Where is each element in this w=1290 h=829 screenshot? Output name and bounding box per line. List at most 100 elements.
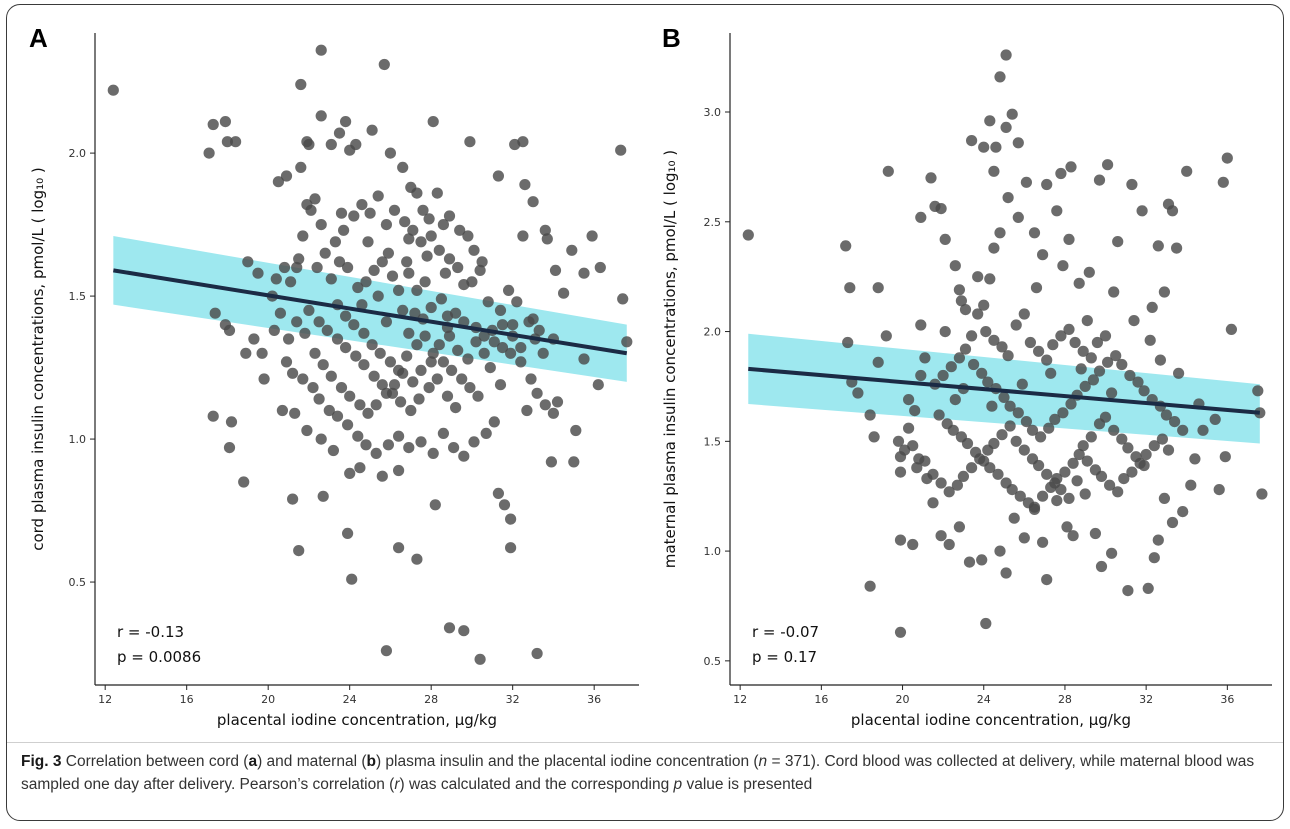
data-point (578, 267, 590, 279)
data-point (397, 161, 409, 173)
x-tick-label: 16 (814, 693, 828, 706)
y-tick-label: 1.0 (69, 433, 87, 446)
data-point (315, 433, 327, 445)
data-point (545, 456, 558, 468)
data-point (1116, 358, 1128, 371)
data-point (1093, 365, 1106, 377)
caption-segment: b (366, 753, 376, 770)
data-point (1138, 459, 1150, 472)
data-point (423, 382, 435, 394)
data-point (474, 264, 486, 276)
data-point (976, 367, 988, 379)
data-point (1130, 451, 1142, 463)
data-point (450, 307, 462, 319)
data-point (403, 327, 415, 339)
data-point (411, 187, 423, 199)
data-point (252, 267, 264, 279)
data-point (462, 230, 474, 242)
data-point (1047, 339, 1059, 351)
data-point (1095, 470, 1108, 482)
data-point (539, 224, 551, 236)
data-point (368, 370, 380, 382)
data-point (423, 213, 435, 225)
data-point (242, 256, 254, 268)
data-point (354, 399, 366, 411)
data-point (333, 256, 346, 268)
data-point (966, 135, 978, 147)
figure-charts: A 12 16 20 24 28 32 36 0.5 1.0 1.5 2.0 placental … (29, 23, 1272, 729)
data-point (909, 405, 921, 417)
data-point (1018, 308, 1030, 320)
data-point (340, 116, 352, 128)
data-point (443, 253, 456, 265)
data-point (488, 336, 500, 348)
data-point (903, 394, 915, 406)
data-point (340, 342, 352, 354)
data-point (1055, 484, 1067, 496)
data-point (1138, 385, 1150, 397)
x-tick-label: 20 (261, 693, 275, 706)
data-point (378, 58, 390, 71)
data-point (376, 256, 388, 268)
regression-line (113, 268, 628, 356)
data-point (996, 429, 1008, 441)
data-point (321, 324, 333, 336)
data-point (1142, 582, 1154, 595)
data-point (1166, 516, 1179, 529)
data-point (1041, 354, 1053, 366)
data-point (525, 373, 537, 385)
data-point (549, 264, 562, 276)
data-point (1148, 440, 1160, 452)
data-point (953, 284, 966, 296)
data-point (454, 224, 466, 236)
data-point (986, 400, 998, 412)
data-point (338, 224, 350, 236)
y-tick-label: 1.0 (704, 545, 722, 558)
data-point (327, 444, 339, 457)
data-point (1063, 233, 1075, 245)
data-point (415, 364, 427, 376)
data-point (352, 430, 364, 442)
data-point (370, 447, 382, 459)
data-point (346, 573, 358, 585)
data-point (283, 333, 295, 345)
data-point (976, 554, 988, 566)
data-point (488, 416, 500, 428)
data-point (386, 270, 399, 282)
data-point (1093, 174, 1106, 186)
data-point (1071, 475, 1083, 487)
data-point (980, 617, 992, 630)
data-point (480, 427, 492, 439)
data-point (1104, 479, 1116, 491)
data-point (1112, 236, 1124, 248)
data-point (1116, 433, 1128, 445)
data-point (541, 233, 553, 245)
data-point (594, 261, 606, 274)
data-point (319, 247, 331, 259)
data-point (984, 273, 996, 285)
data-point (551, 396, 564, 408)
data-point (1166, 205, 1179, 217)
caption-text: Correlation between cord (a) and materna… (21, 753, 1254, 793)
data-point (953, 521, 966, 533)
data-point (515, 356, 527, 368)
data-point (1213, 484, 1225, 496)
data-point (521, 404, 533, 417)
data-point (342, 527, 354, 540)
y-tick-label: 2.0 (704, 326, 722, 339)
data-point (988, 437, 1000, 450)
data-point (1177, 506, 1189, 518)
data-point (427, 116, 439, 128)
data-point (462, 353, 474, 365)
data-point (558, 287, 570, 299)
data-point (1148, 552, 1160, 564)
y-tick-label: 3.0 (704, 106, 722, 119)
data-point (1037, 249, 1049, 261)
data-point (1126, 466, 1138, 478)
data-point (959, 343, 972, 355)
data-point (1106, 547, 1118, 559)
figure-caption: Fig. 3 Correlation between cord (a) and … (21, 750, 1281, 796)
data-point (980, 326, 992, 338)
data-point (401, 350, 413, 362)
data-point (474, 653, 486, 665)
